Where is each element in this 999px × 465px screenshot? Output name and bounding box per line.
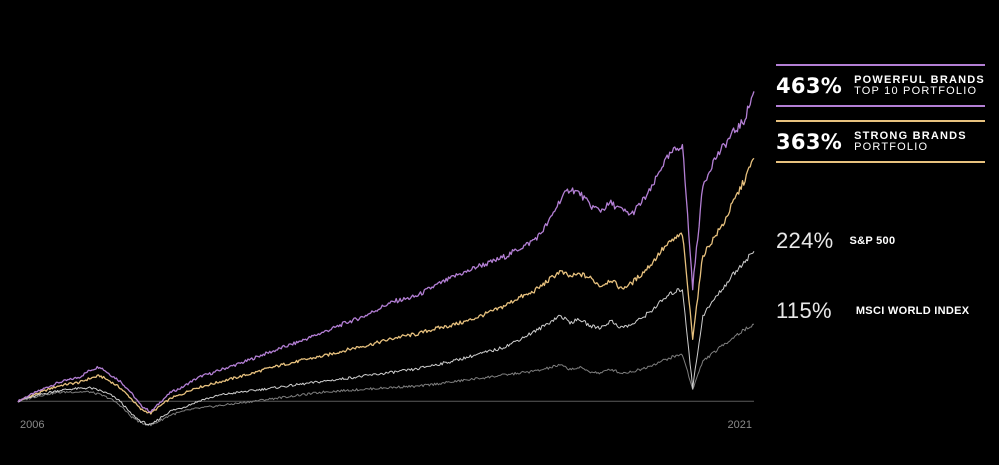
legend-rule — [776, 120, 985, 122]
legend-rule — [776, 105, 985, 107]
legend-series-name: POWERFUL BRANDS — [854, 74, 985, 86]
legend-series-subtitle: TOP 10 PORTFOLIO — [854, 85, 978, 97]
series-line-strong-brands — [17, 157, 755, 415]
legend-series-name: STRONG BRANDS — [854, 130, 967, 142]
series-line-powerful-brands — [17, 91, 755, 413]
legend-percent: 224% — [776, 228, 834, 253]
series-line-s-p-500 — [17, 251, 755, 426]
legend-strong-brands: 363% STRONG BRANDS PORTFOLIO — [776, 120, 985, 163]
legend-rule — [776, 64, 985, 66]
legend-powerful-brands: 463% POWERFUL BRANDS TOP 10 PORTFOLIO — [776, 64, 985, 107]
legend-percent: 115% — [776, 298, 832, 323]
series-line-msci-world-index — [17, 323, 755, 427]
performance-chart: 2006 2021 — [17, 91, 755, 431]
legend-series-name: S&P 500 — [849, 234, 896, 247]
legend-sp500: 224% S&P 500 — [776, 228, 985, 254]
x-axis-start-label: 2006 — [20, 419, 44, 431]
legend-percent: 363% — [776, 130, 843, 154]
x-axis-end-label: 2021 — [728, 419, 752, 431]
legend-rule — [776, 161, 985, 163]
legend-percent: 463% — [776, 74, 843, 98]
legend-series-subtitle: PORTFOLIO — [854, 141, 929, 153]
legend-msci-world: 115% MSCI WORLD INDEX — [776, 298, 985, 324]
series-layer — [17, 91, 755, 427]
legend-series-name: MSCI WORLD INDEX — [855, 304, 970, 317]
